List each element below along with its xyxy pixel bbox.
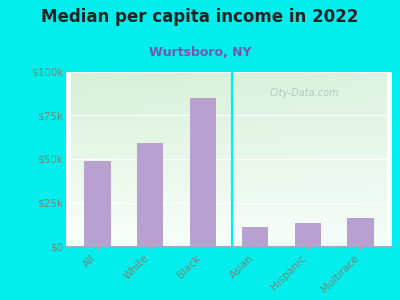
Bar xyxy=(295,224,321,246)
Bar xyxy=(190,98,216,246)
Bar xyxy=(137,143,163,246)
Text: Median per capita income in 2022: Median per capita income in 2022 xyxy=(41,8,359,26)
Bar xyxy=(84,161,111,246)
Bar xyxy=(242,227,268,246)
Bar xyxy=(347,218,374,246)
Text: City-Data.com: City-Data.com xyxy=(269,88,339,98)
Text: Wurtsboro, NY: Wurtsboro, NY xyxy=(149,46,251,59)
